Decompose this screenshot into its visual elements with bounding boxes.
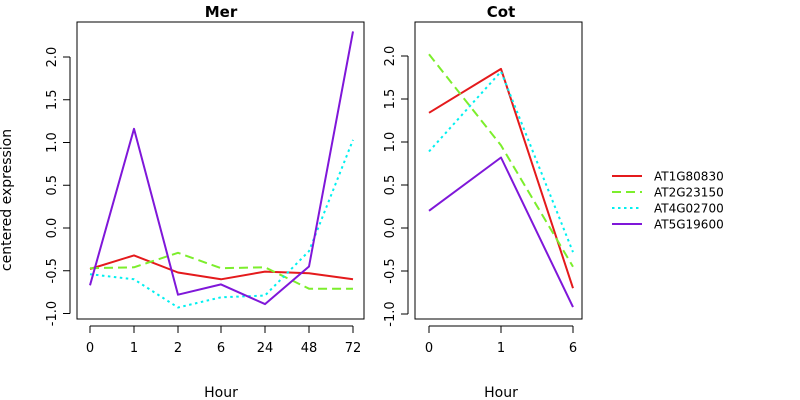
legend-label-at1g80830: AT1G80830 <box>654 170 724 184</box>
cot-series-at5g19600 <box>428 156 574 308</box>
mer-x-tick-label: 48 <box>301 341 318 356</box>
mer-y-tick-label: 0.0 <box>45 218 60 239</box>
y-axis-label: centered expression <box>0 129 15 271</box>
cot-y-tick-label: 1.5 <box>383 89 398 110</box>
cot-y-tick-label: 1.0 <box>383 132 398 153</box>
mer-y-tick-label: 1.0 <box>45 132 60 153</box>
cot-plot-frame <box>414 21 583 320</box>
cot-y-tick-label: -1.0 <box>383 301 398 326</box>
cot-series-at2g23150 <box>428 53 574 268</box>
cot-y-tick-label: 0.0 <box>383 218 398 239</box>
cot-series-at1g80830 <box>428 67 574 289</box>
mer-y-tick-label: 0.5 <box>45 175 60 196</box>
cot-y-tick-label: 0.5 <box>383 175 398 196</box>
cot-x-axis-label: Hour <box>484 385 518 400</box>
legend-label-at4g02700: AT4G02700 <box>654 202 724 216</box>
mer-x-tick-label: 0 <box>86 341 94 356</box>
cot-panel: -1.0 -0.5 0.0 0.5 1.0 1.5 2.0 0 1 6 <box>383 21 583 356</box>
mer-x-tick-label: 2 <box>174 341 182 356</box>
mer-y-tick-label: -0.5 <box>45 258 60 283</box>
mer-x-tick-label: 72 <box>345 341 362 356</box>
legend: AT1G80830 AT2G23150 AT4G02700 AT5G19600 <box>612 170 724 232</box>
cot-x-tick-label: 6 <box>569 341 577 356</box>
mer-y-tick-label: 1.5 <box>45 89 60 110</box>
mer-x-axis-label: Hour <box>204 385 238 400</box>
mer-series-at5g19600 <box>89 31 354 306</box>
legend-label-at2g23150: AT2G23150 <box>654 186 724 200</box>
mer-title: Mer <box>205 3 238 21</box>
cot-y-tick-label: -0.5 <box>383 258 398 283</box>
cot-title: Cot <box>487 3 515 21</box>
legend-label-at5g19600: AT5G19600 <box>654 218 724 232</box>
mer-x-tick-label: 1 <box>130 341 138 356</box>
mer-plot-frame <box>76 21 365 320</box>
mer-panel: -1.0 -0.5 0.0 0.5 1.0 1.5 2.0 0 1 2 6 24 48 72 <box>45 21 365 356</box>
mer-y-tick-label: -1.0 <box>45 301 60 326</box>
mer-series-at1g80830 <box>89 254 354 281</box>
cot-y-tick-label: 2.0 <box>383 46 398 67</box>
mer-x-tick-label: 6 <box>217 341 225 356</box>
cot-x-tick-label: 0 <box>425 341 433 356</box>
mer-y-tick-label: 2.0 <box>45 47 60 68</box>
mer-series-at4g02700 <box>89 139 354 309</box>
mer-x-tick-label: 24 <box>257 341 274 356</box>
mer-series-at2g23150 <box>89 251 353 290</box>
cot-x-tick-label: 1 <box>497 341 505 356</box>
